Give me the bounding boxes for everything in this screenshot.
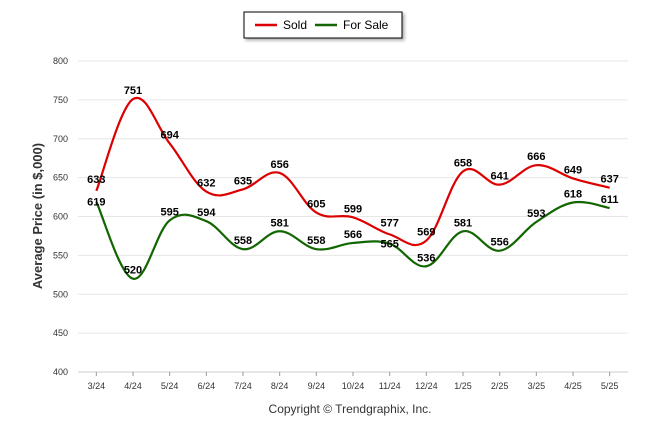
data-label-sold: 605 (307, 199, 325, 211)
data-label-sold: 649 (564, 164, 582, 176)
y-tick-label: 600 (53, 212, 68, 222)
data-label-sold: 656 (270, 159, 288, 171)
data-label-for-sale: 595 (160, 206, 178, 218)
data-label-for-sale: 566 (344, 229, 362, 241)
data-label-for-sale: 565 (380, 239, 398, 251)
data-label-for-sale: 520 (124, 265, 142, 277)
y-tick-label: 450 (53, 328, 68, 338)
y-tick-label: 500 (53, 289, 68, 299)
data-label-sold: 633 (87, 174, 105, 186)
series-lines (95, 96, 610, 280)
x-tick-label: 12/24 (415, 381, 438, 391)
x-tick-label: 5/24 (161, 381, 179, 391)
copyright-text: Copyright © Trendgraphix, Inc. (269, 402, 432, 416)
data-labels: 633 751 694 632 635 656 605 599 577 569 658 641 666 6… (87, 85, 619, 277)
data-label-for-sale: 611 (601, 194, 619, 206)
y-tick-label: 650 (53, 173, 68, 183)
data-label-sold: 694 (160, 129, 179, 141)
x-tick-label: 9/24 (308, 381, 326, 391)
y-tick-label: 550 (53, 250, 68, 260)
x-tick-label: 4/25 (564, 381, 582, 391)
data-label-for-sale: 581 (454, 217, 472, 229)
x-tick-label: 4/24 (124, 381, 142, 391)
data-label-sold: 632 (197, 178, 215, 190)
data-label-sold: 641 (490, 171, 508, 183)
data-label-sold: 666 (527, 151, 545, 163)
data-label-sold: 637 (600, 174, 618, 186)
data-label-sold: 658 (454, 157, 472, 169)
legend-for-sale-label: For Sale (343, 18, 389, 32)
x-tick-label: 1/25 (454, 381, 472, 391)
data-label-for-sale: 556 (490, 237, 508, 249)
data-label-sold: 751 (124, 85, 142, 97)
x-tick-label: 10/24 (342, 381, 365, 391)
grid (78, 60, 628, 373)
data-label-for-sale: 619 (87, 197, 105, 209)
x-tick-label: 5/25 (601, 381, 619, 391)
series-line-for-sale (95, 200, 610, 280)
series-line-sold (95, 96, 610, 247)
x-tick-label: 11/24 (379, 381, 401, 391)
y-tick-label: 750 (53, 95, 68, 105)
x-tick-label: 6/24 (198, 381, 216, 391)
data-label-for-sale: 618 (564, 189, 582, 201)
data-label-sold: 577 (380, 217, 398, 229)
data-label-for-sale: 558 (307, 235, 325, 247)
y-tick-label: 800 (53, 56, 68, 66)
data-label-sold: 569 (417, 227, 435, 239)
data-label-for-sale: 536 (417, 252, 435, 264)
y-axis: 400 450 500 550 600 650 700 750 800 (53, 56, 68, 377)
data-label-for-sale: 594 (197, 207, 216, 219)
x-tick-label: 3/24 (88, 381, 106, 391)
y-tick-label: 700 (53, 134, 68, 144)
data-label-for-sale: 581 (270, 217, 288, 229)
y-axis-label: Average Price (in $,000) (30, 143, 45, 289)
x-tick-label: 2/25 (491, 381, 509, 391)
data-label-for-sale: 558 (234, 235, 252, 247)
x-tick-label: 7/24 (234, 381, 252, 391)
x-tick-label: 8/24 (271, 381, 289, 391)
y-tick-label: 400 (53, 367, 68, 377)
legend: Sold For Sale (243, 11, 403, 39)
legend-sold-label: Sold (283, 18, 307, 32)
data-label-for-sale: 593 (527, 208, 545, 220)
x-tick-label: 3/25 (528, 381, 546, 391)
x-axis: 3/24 4/24 5/24 6/24 7/24 8/24 9/24 10/24 11/24 12… (88, 372, 619, 391)
data-label-sold: 635 (234, 175, 252, 187)
data-label-sold: 599 (344, 203, 362, 215)
